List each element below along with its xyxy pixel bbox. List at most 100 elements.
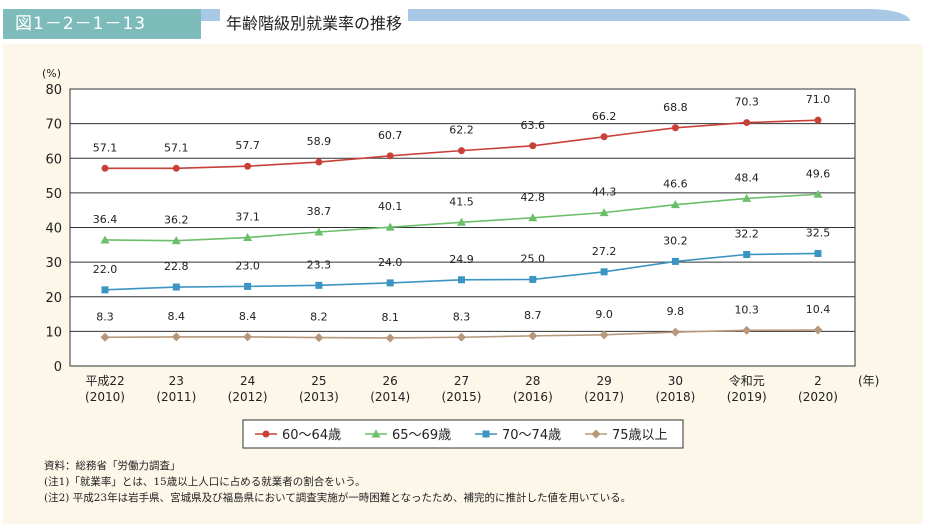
data-label: 9.8 [667,305,685,318]
note-1: (注1)「就業率」とは、15歳以上人口に占める就業者の割合をいう。 [44,476,366,488]
data-point [814,116,822,124]
data-point [386,279,394,287]
x-tick-label: (2015) [442,390,482,404]
x-tick-label: 27 [454,374,469,388]
data-point [528,331,538,341]
data-point [599,208,609,217]
x-tick-label: (2017) [584,390,624,404]
x-tick-label: 2 [814,374,822,388]
data-label: 8.1 [381,311,399,324]
data-point [244,282,252,290]
data-label: 32.5 [806,226,831,239]
data-point [743,119,751,127]
data-label: 46.6 [663,178,688,191]
x-tick-label: (2019) [727,390,767,404]
data-point [528,213,538,222]
data-label: 38.7 [307,205,332,218]
y-tick-label: 40 [45,222,62,237]
data-label: 57.1 [93,141,118,154]
y-tick-label: 50 [45,187,62,202]
y-tick-label: 70 [45,118,62,133]
note-2: (注2) 平成23年は岩手県、宮城県及び福島県において調査実施が一時困難となった… [44,492,632,504]
data-point [314,227,324,236]
data-point [101,286,109,294]
data-point [814,249,822,257]
data-point [244,162,252,170]
data-label: 40.1 [378,200,403,213]
data-point [386,152,394,160]
chart-title: 年齢階級別就業率の推移 [220,9,409,39]
legend-label: 65～69歳 [392,428,451,443]
legend-marker [482,430,490,438]
data-label: 62.2 [449,124,474,137]
x-tick-label: 25 [311,374,326,388]
data-point [171,332,181,342]
x-tick-label: 29 [596,374,611,388]
source-note: 資料：総務省「労働力調査」 [44,460,181,472]
data-label: 58.9 [307,135,332,148]
plot-frame [69,88,856,367]
data-point [457,217,466,226]
data-label: 25.0 [521,252,546,265]
data-label: 44.3 [592,186,617,199]
data-label: 30.2 [663,234,688,247]
data-point [243,332,253,342]
data-point [813,189,823,198]
legend-label: 60～64歳 [282,428,341,443]
data-label: 68.8 [663,101,688,114]
x-tick-label: (2018) [655,390,695,404]
data-label: 48.4 [734,171,759,184]
y-tick-label: 10 [45,325,62,340]
data-label: 8.4 [168,310,186,323]
data-point [172,283,180,291]
data-label: 57.1 [164,141,189,154]
y-tick-label: 30 [45,256,62,271]
figure-number: 図1－2－1－13 [3,9,201,39]
data-label: 63.6 [521,119,546,132]
y-tick-label: 20 [45,291,62,306]
x-tick-label: (2020) [798,390,838,404]
data-label: 10.3 [734,303,759,316]
data-label: 8.7 [524,309,542,322]
data-label: 49.6 [806,167,831,180]
legend-marker [371,429,381,438]
y-tick-label: 0 [54,360,62,375]
data-point [599,330,609,340]
legend-marker [262,430,270,438]
x-tick-label: 令和元 [729,373,765,388]
data-label: 36.4 [93,213,118,226]
data-label: 8.4 [239,310,257,323]
x-tick-label: (2016) [513,390,553,404]
data-point [100,332,110,342]
data-label: 41.5 [449,195,474,208]
data-point [600,268,608,276]
data-point [742,325,752,335]
data-label: 42.8 [521,191,546,204]
x-tick-label: 30 [668,374,683,388]
data-label: 22.8 [164,260,189,273]
y-tick-label: 60 [45,152,62,167]
data-label: 24.0 [378,256,403,269]
data-point [101,164,109,172]
x-tick-label: 28 [525,374,540,388]
data-point [171,236,181,245]
data-point [385,222,395,231]
data-label: 70.3 [734,96,759,109]
data-point [743,251,751,259]
x-tick-label: 平成22 [85,374,124,388]
x-tick-label: (2010) [85,390,125,404]
data-point [385,333,395,343]
data-label: 66.2 [592,110,617,123]
data-point [813,325,823,335]
x-tick-label: (2012) [228,390,268,404]
y-tick-label: 80 [45,83,62,98]
y-axis-unit: (%) [42,67,61,80]
x-tick-label: 23 [169,374,184,388]
data-label: 8.3 [453,310,471,323]
x-tick-label: (2011) [156,390,196,404]
data-label: 23.3 [307,258,332,271]
legend-marker [591,429,601,439]
data-point [100,235,110,244]
data-label: 27.2 [592,245,617,258]
data-label: 71.0 [806,93,831,106]
